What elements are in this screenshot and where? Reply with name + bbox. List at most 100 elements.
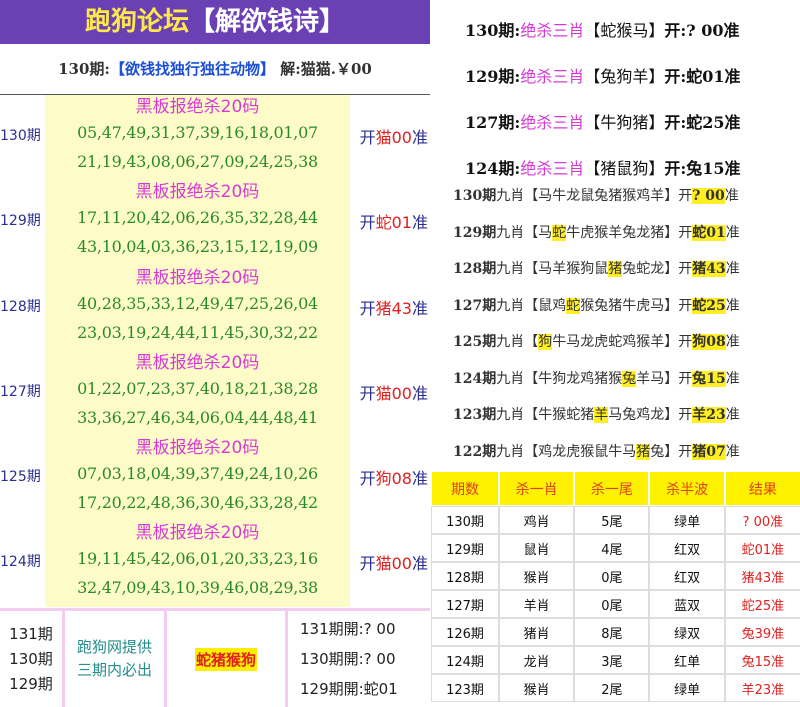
result: 开:蛇25准 xyxy=(664,113,741,132)
animals: 【猪鼠狗】 xyxy=(584,159,665,178)
label: 九肖【 xyxy=(496,443,539,460)
table-cell: 124期 xyxy=(432,647,498,673)
hit-animal: 兔 xyxy=(622,370,637,387)
table-cell: 123期 xyxy=(432,675,498,701)
kill-label: 绝杀三肖 xyxy=(520,159,585,178)
result-animal: 猫00 xyxy=(375,554,412,574)
period: 131期 xyxy=(9,624,53,643)
table-cell: 猴肖 xyxy=(499,563,574,589)
numbers-line: 43,10,04,03,36,23,15,12,19,09 xyxy=(77,237,318,257)
table-cell: 蛇25准 xyxy=(725,591,800,617)
animals: 牛狗龙鸡猪猴 xyxy=(538,370,623,387)
numbers-line: 23,03,19,24,44,11,45,30,32,22 xyxy=(77,322,318,342)
nine-xiao-row: 128期九肖【马羊猴狗鼠猪兔蛇龙】开猪43准 xyxy=(430,254,800,291)
column-header: 杀一尾 xyxy=(575,472,649,505)
block-period: 127期 xyxy=(0,383,41,400)
animals: 兔 xyxy=(650,443,665,460)
kill-label: 绝杀三肖 xyxy=(520,113,585,132)
block-result: 开猫00准 xyxy=(360,380,428,404)
period: 125期 xyxy=(453,334,497,350)
block-period: 129期 xyxy=(0,213,41,230)
animals: 马牛龙鼠兔猪猴鸡羊 xyxy=(538,188,665,204)
riddle-answer: 解:猫猫.￥00 xyxy=(280,60,372,78)
suffix: 准 xyxy=(411,554,428,574)
period: 127期 xyxy=(453,297,497,314)
table-cell: 龙肖 xyxy=(499,647,574,673)
open-label: 开 xyxy=(359,128,376,147)
column-header: 期数 xyxy=(432,472,498,505)
table-cell: 蛇01准 xyxy=(725,535,800,561)
table-cell: 兔39准 xyxy=(725,619,800,645)
nine-xiao-row: 124期九肖【牛狗龙鸡猪猴兔羊马】开兔15准 xyxy=(430,364,800,401)
open-label: 】开 xyxy=(664,261,693,277)
open-label: 】开 xyxy=(664,188,693,204)
left-panel: 跑狗论坛【解欲钱诗】 130期:【欲钱找独行独往动物】 解:猫猫.￥00 黑板报… xyxy=(0,0,430,707)
open-label: 开 xyxy=(359,383,376,403)
period: 129期 xyxy=(9,674,53,693)
numbers-line: 17,20,22,48,36,30,46,33,28,42 xyxy=(77,493,318,513)
result-animal: 猪43 xyxy=(375,298,412,318)
hit-animal: 蛇 xyxy=(566,297,581,314)
three-kill-row: 129期:绝杀三肖【兔狗羊】开:蛇01准 xyxy=(430,62,800,108)
table-cell: 2尾 xyxy=(575,675,649,701)
period: 130期: xyxy=(465,21,521,40)
column-header: 杀一肖 xyxy=(499,472,574,505)
period: 129期: xyxy=(465,67,521,86)
numbers-line: 19,11,45,42,06,01,20,33,23,16 xyxy=(77,549,318,569)
three-kill-row: 124期:绝杀三肖【猪鼠狗】开:兔15准 xyxy=(430,154,800,200)
label: 九肖【 xyxy=(496,334,539,350)
table-cell: 红单 xyxy=(650,647,724,673)
table-cell: 126期 xyxy=(432,619,498,645)
block-period: 130期 xyxy=(0,128,41,144)
table-cell: 5尾 xyxy=(575,507,649,533)
animals: 马羊猴狗鼠 xyxy=(538,261,609,277)
numbers-line: 17,11,20,42,06,26,35,32,28,44 xyxy=(77,208,318,228)
block-result: 开狗08准 xyxy=(360,465,428,489)
blackboard-block: 黑板报绝杀20码 05,47,49,31,37,39,16,18,01,07 21,… xyxy=(0,95,430,180)
result: 131期開:? 00 xyxy=(300,620,396,638)
period: 127期: xyxy=(465,113,521,132)
block-title: 黑板报绝杀20码 xyxy=(135,97,260,117)
blackboard-block: 黑板报绝杀20码 40,28,35,33,12,49,47,25,26,04 23,… xyxy=(0,266,430,351)
table-cell: 羊23准 xyxy=(725,675,800,701)
provider-note: 跑狗网提供 三期内必出 xyxy=(65,611,167,707)
animals: 牛虎猴羊兔龙猪 xyxy=(566,224,665,241)
kill-label: 绝杀三肖 xyxy=(520,21,585,40)
yellow-column xyxy=(45,95,350,607)
hit-animal: 羊 xyxy=(594,407,609,423)
open-label: 】开 xyxy=(664,370,693,387)
suffix: 准 xyxy=(725,224,740,241)
table-cell: 8尾 xyxy=(575,619,649,645)
table-cell: 3尾 xyxy=(575,647,649,673)
open-label: 】开 xyxy=(664,407,693,423)
riddle-period: 130期: xyxy=(58,60,110,78)
table-cell: 绿单 xyxy=(650,675,724,701)
result: 猪43 xyxy=(692,261,726,277)
table-cell: 130期 xyxy=(432,507,498,533)
period: 128期 xyxy=(453,261,497,277)
block-title: 黑板报绝杀20码 xyxy=(135,182,260,203)
pick-cell: 蛇猪猴狗 xyxy=(167,611,288,707)
blackboard-block: 黑板报绝杀20码 17,11,20,42,06,26,35,32,28,44 43,… xyxy=(0,180,430,265)
label: 九肖【 xyxy=(496,188,539,204)
nine-xiao-row: 123期九肖【牛猴蛇猪羊马兔鸡龙】开羊23准 xyxy=(430,400,800,437)
hit-animal: 狗 xyxy=(538,334,553,350)
period: 123期 xyxy=(453,407,497,423)
table-cell: 红双 xyxy=(650,563,724,589)
forum-header: 跑狗论坛【解欲钱诗】 xyxy=(0,0,430,44)
table-row: 123期 猴肖 2尾 绿单 羊23准 xyxy=(432,675,800,701)
label: 九肖【 xyxy=(496,261,539,277)
kill-table: 期数 杀一肖 杀一尾 杀半波 结果 130期 鸡肖 5尾 绿单? 00准 129期 鼠肖 4尾 红双 蛇0… xyxy=(430,470,800,703)
period: 130期 xyxy=(9,649,53,668)
result: 蛇01 xyxy=(692,224,726,241)
open-label: 】开 xyxy=(664,334,693,350)
label: 九肖【 xyxy=(496,407,539,423)
table-cell: 蓝双 xyxy=(650,591,724,617)
open-label: 开 xyxy=(359,298,376,318)
animals: 猴兔猪牛虎马 xyxy=(580,297,665,314)
result: 130期開:? 00 xyxy=(300,650,396,668)
table-row: 129期 鼠肖 4尾 红双 蛇01准 xyxy=(432,535,800,561)
table-row: 124期 龙肖 3尾 红单 兔15准 xyxy=(432,647,800,673)
hit-animal: 猪 xyxy=(636,443,651,460)
animals: 牛马龙虎蛇鸡猴羊 xyxy=(552,334,665,350)
